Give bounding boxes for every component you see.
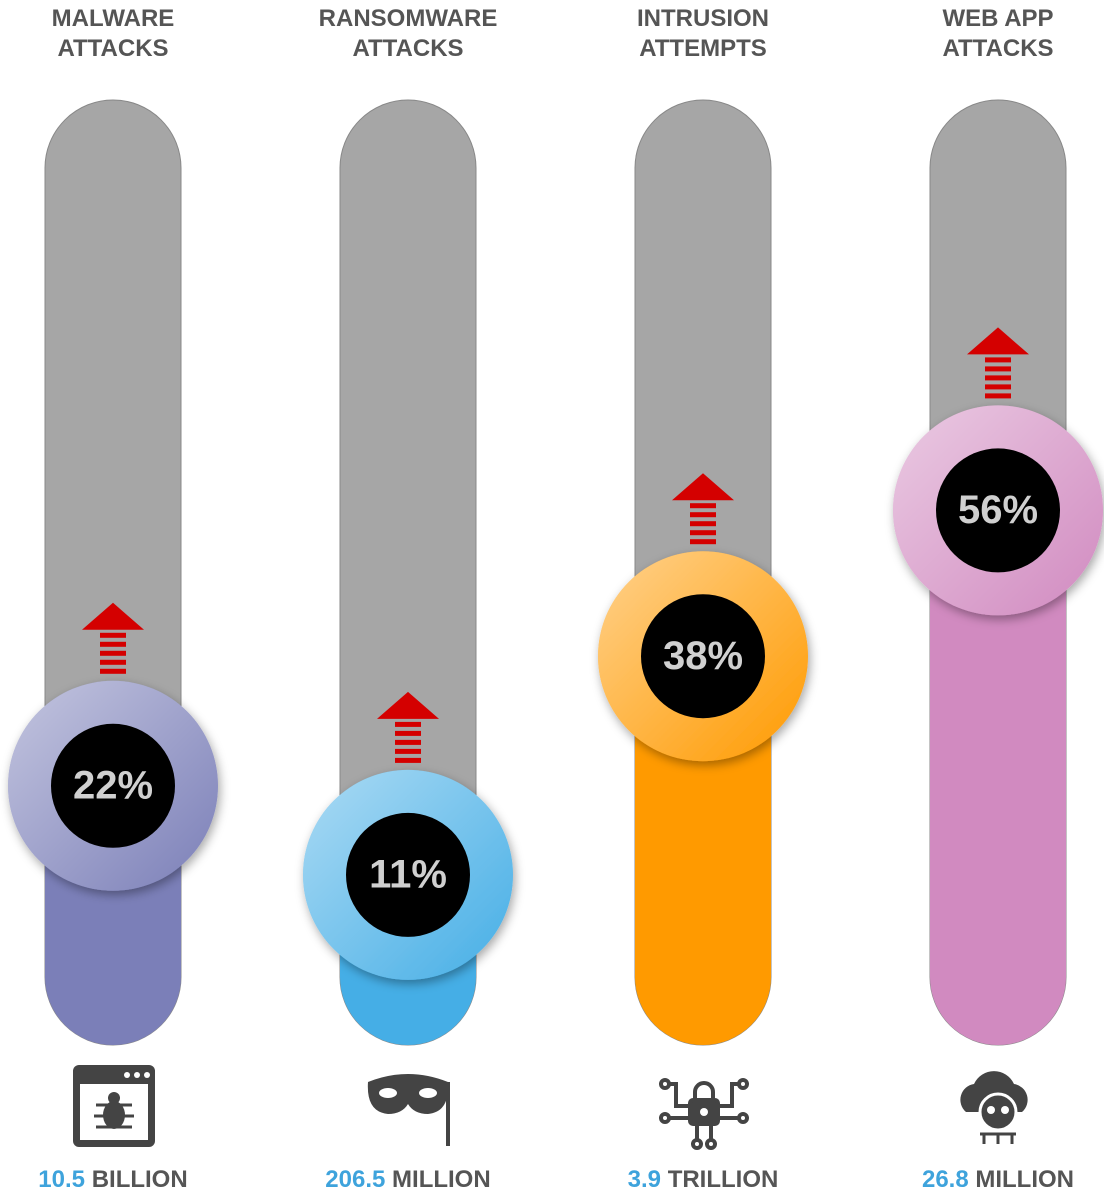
arrow-stripe	[985, 366, 1011, 372]
value-label: 11%	[369, 852, 447, 896]
arrow-stripe	[100, 650, 126, 656]
icon-malware	[73, 1065, 155, 1147]
value-label: 56%	[958, 488, 1038, 532]
arrow	[672, 473, 734, 501]
arrow-stripe	[395, 748, 421, 754]
arrow-stripe	[690, 512, 716, 518]
amount-unit: BILLION	[91, 1166, 188, 1193]
arrow-stripe	[100, 659, 126, 665]
amount: 3.9 TRILLION	[573, 1166, 833, 1194]
arrow-stripe	[985, 357, 1011, 363]
amount-unit: MILLION	[392, 1166, 491, 1193]
arrow-stripe	[985, 384, 1011, 390]
arrow	[377, 691, 439, 719]
arrow-stripe	[690, 521, 716, 527]
amount: 26.8 MILLION	[868, 1166, 1104, 1194]
arrow-stripe	[395, 757, 421, 763]
arrow-stripe	[100, 632, 126, 638]
amount: 10.5 BILLION	[0, 1166, 243, 1194]
arrow-stripe	[690, 539, 716, 545]
arrow-stripe	[985, 375, 1011, 381]
knob-inner	[346, 812, 470, 937]
column-title: WEB APP ATTACKS	[942, 5, 1054, 62]
column-title: INTRUSION ATTEMPTS	[637, 5, 769, 62]
column-title: MALWARE ATTACKS	[51, 5, 175, 62]
amount-number: 10.5	[38, 1166, 86, 1193]
icon-intrusion	[659, 1078, 749, 1150]
arrow	[82, 602, 144, 630]
amount-number: 206.5	[325, 1166, 386, 1193]
arrow-stripe	[395, 721, 421, 727]
amount-number: 26.8	[921, 1166, 969, 1193]
arrow-stripe	[985, 393, 1011, 399]
amount-unit: MILLION	[975, 1166, 1075, 1193]
knob-inner	[936, 448, 1060, 573]
icon-webapp	[960, 1071, 1028, 1144]
icon-ransomware	[367, 1074, 450, 1146]
arrow-stripe	[395, 739, 421, 745]
arrow-stripe	[100, 641, 126, 647]
value-label: 38%	[663, 634, 743, 678]
arrow-stripe	[100, 668, 126, 674]
arrow-stripe	[395, 730, 421, 736]
column-title: RANSOMWARE ATTACKS	[318, 5, 498, 62]
amount-unit: TRILLION	[667, 1166, 779, 1193]
knob-inner	[51, 723, 175, 848]
arrow	[967, 327, 1029, 355]
amount-number: 3.9	[627, 1166, 662, 1193]
arrow-stripe	[690, 503, 716, 509]
arrow-stripe	[690, 530, 716, 536]
value-label: 22%	[73, 763, 153, 807]
knob-inner	[641, 594, 765, 719]
amount: 206.5 MILLION	[278, 1166, 538, 1194]
